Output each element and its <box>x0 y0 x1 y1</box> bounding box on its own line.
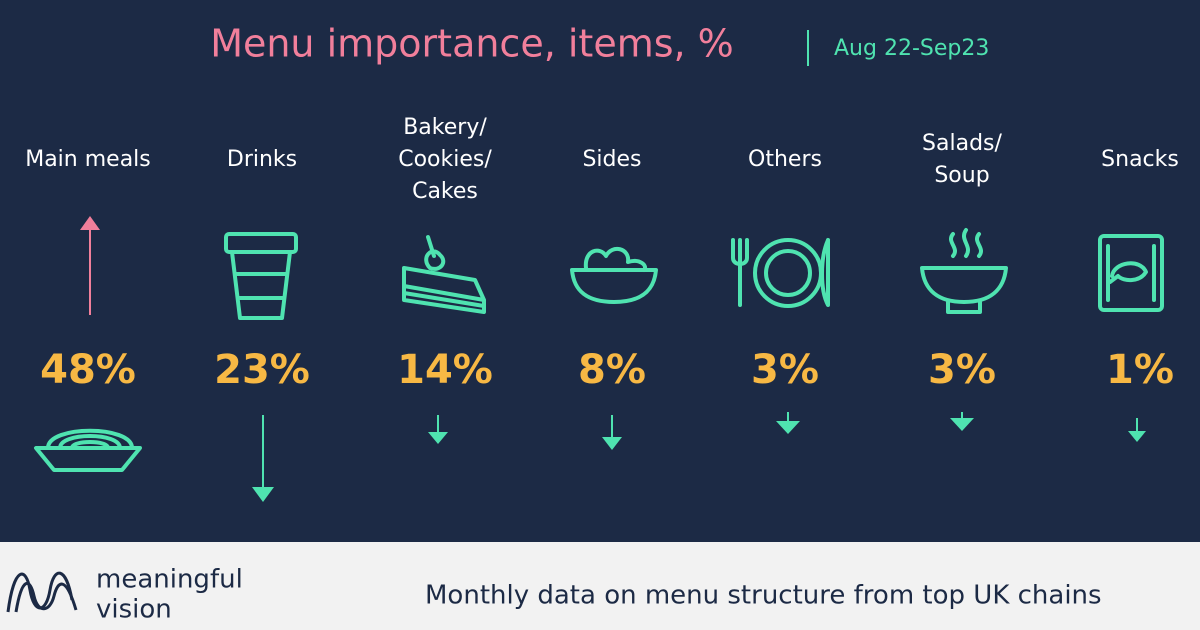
item-label: Main meals <box>25 147 151 172</box>
item-label: Snacks <box>1101 147 1179 172</box>
logo-mark <box>6 571 78 613</box>
item-label: Drinks <box>227 147 297 172</box>
item-value: 14% <box>397 347 493 393</box>
item-value: 23% <box>214 347 310 393</box>
footer-background <box>0 542 1200 630</box>
item-label: Bakery/ <box>403 115 487 140</box>
title: Menu importance, items, % <box>210 22 734 66</box>
item-label: Sides <box>582 147 641 172</box>
brand-line: vision <box>96 595 172 625</box>
item-value: 3% <box>928 347 996 393</box>
item-label: Cookies/ <box>398 147 492 172</box>
item-value: 3% <box>751 347 819 393</box>
item-value: 1% <box>1106 347 1174 393</box>
item-label: Soup <box>934 163 989 188</box>
item-value: 8% <box>578 347 646 393</box>
arrows <box>80 216 1146 502</box>
icons <box>34 228 1164 472</box>
brand-line: meaningful <box>96 565 243 595</box>
period: Aug 22-Sep23 <box>834 36 989 61</box>
item-label: Cakes <box>412 179 478 204</box>
item-value: 48% <box>40 347 136 393</box>
tagline: Monthly data on menu structure from top … <box>425 581 1102 611</box>
item-label: Salads/ <box>922 131 1002 156</box>
item-label: Others <box>748 147 822 172</box>
